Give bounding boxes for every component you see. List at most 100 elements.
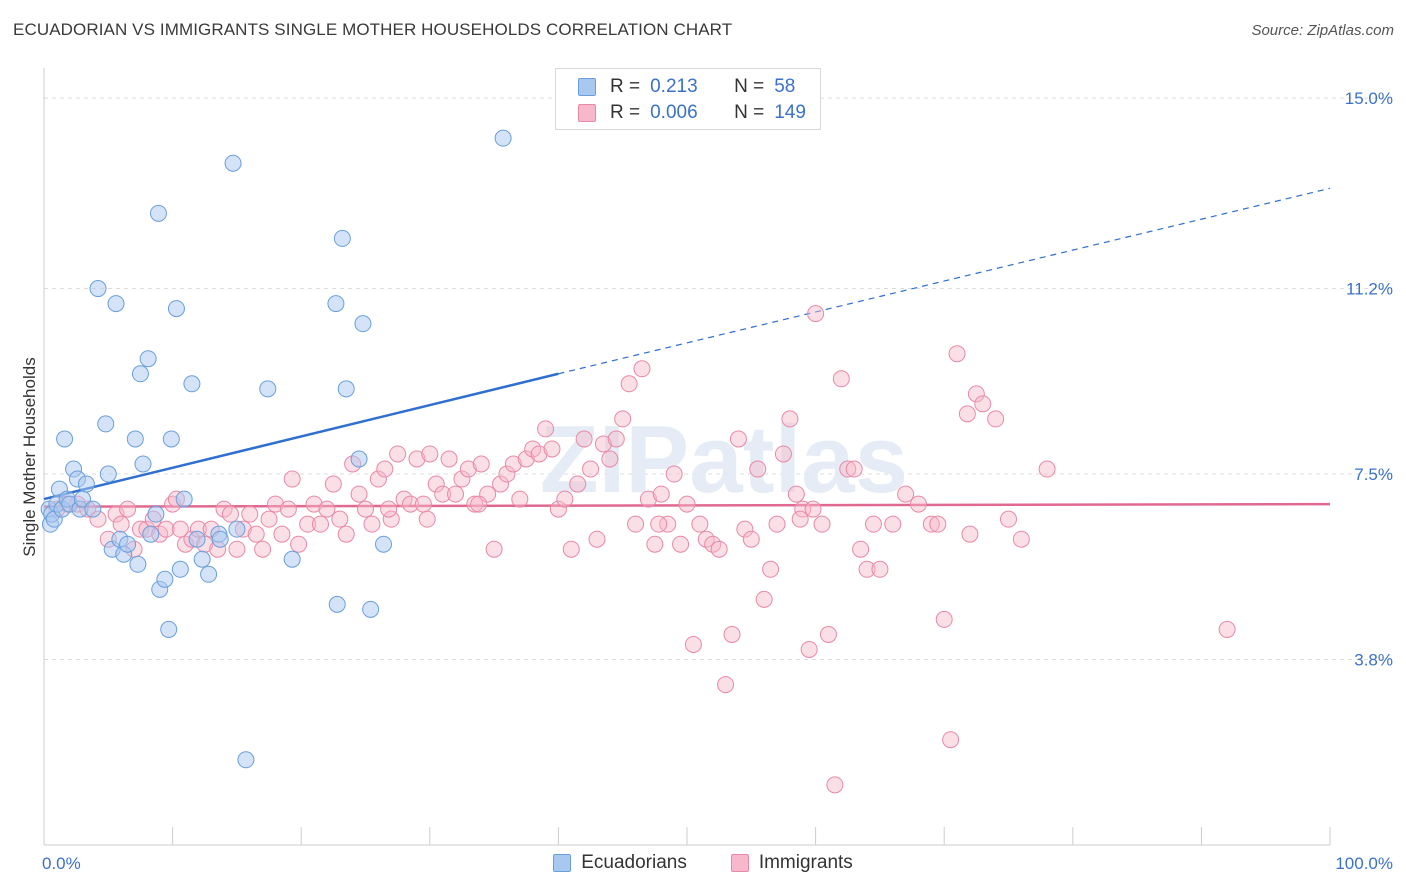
immigrants-point [832, 370, 850, 388]
immigrants-point [311, 515, 329, 533]
immigrants-point [929, 515, 947, 533]
ecuadorians-point [354, 315, 372, 333]
immigrants-point [742, 530, 760, 548]
r-value-immigrants: 0.006 [650, 102, 698, 123]
immigrants-point [639, 490, 657, 508]
ecuadorians-point [160, 620, 178, 638]
immigrants-point [1218, 620, 1236, 638]
legend-item-immigrants[interactable]: Immigrants [730, 852, 853, 874]
immigrants-point [575, 430, 593, 448]
immigrants-point [283, 470, 301, 488]
immigrants-point [762, 560, 780, 578]
immigrants-point [530, 445, 548, 463]
immigrants-point [710, 540, 728, 558]
immigrants-point [839, 460, 857, 478]
legend-item-ecuadorians[interactable]: Ecuadorians [553, 852, 687, 874]
ecuadorians-point [156, 570, 174, 588]
immigrants-point [440, 450, 458, 468]
immigrants-point [807, 305, 825, 323]
immigrants-point [665, 465, 683, 483]
immigrants-point [633, 360, 651, 378]
immigrants-point [691, 515, 709, 533]
immigrants-point [119, 500, 137, 518]
x-tick-label: 0.0% [42, 854, 81, 873]
ecuadorians-trend-line [43, 372, 559, 501]
immigrants-point [273, 525, 291, 543]
ecuadorians-point [193, 550, 211, 568]
ecuadorians-point [171, 560, 189, 578]
immigrants-point [588, 530, 606, 548]
immigrants-point [266, 495, 284, 513]
immigrants-point [787, 485, 805, 503]
immigrants-point [472, 455, 490, 473]
immigrants-point [537, 420, 555, 438]
immigrants-point [389, 445, 407, 463]
immigrants-point [858, 560, 876, 578]
immigrants-legend-swatch [730, 854, 749, 872]
immigrants-point [324, 475, 342, 493]
immigrants-point [582, 460, 600, 478]
ecuadorians-point [175, 490, 193, 508]
immigrants-point [897, 485, 915, 503]
immigrants-point [864, 515, 882, 533]
immigrants-point [646, 535, 664, 553]
ecuadorians-point [97, 415, 115, 433]
immigrants-point [299, 515, 317, 533]
immigrants-point [774, 445, 792, 463]
ecuadorians-point [183, 375, 201, 393]
legend-row-immigrants: R = 0.006 N = 149 [578, 102, 806, 124]
immigrants-point [459, 460, 477, 478]
immigrants-point [845, 460, 863, 478]
axes [43, 68, 1331, 846]
ecuadorians-point [126, 430, 144, 448]
immigrants-point [569, 475, 587, 493]
ecuadorians-point [188, 530, 206, 548]
immigrants-point [241, 505, 259, 523]
n-label: N = [734, 102, 765, 123]
ecuadorians-point [162, 430, 180, 448]
ecuadorians-point [84, 500, 102, 518]
watermark: ZIPatlas [540, 406, 908, 513]
immigrants-point [652, 485, 670, 503]
immigrants-point [781, 410, 799, 428]
immigrants-point [350, 485, 368, 503]
immigrants-point [543, 440, 561, 458]
immigrants-point [942, 731, 960, 749]
immigrants-point [729, 430, 747, 448]
immigrants-point [620, 375, 638, 393]
immigrants-point [112, 515, 130, 533]
immigrants-point [305, 495, 323, 513]
immigrants-point [562, 540, 580, 558]
n-label: N = [734, 76, 765, 97]
ecuadorians-swatch [578, 78, 596, 96]
immigrants-point [987, 410, 1005, 428]
y-tick-label: 7.5% [1354, 465, 1393, 484]
ecuadorians-point [224, 154, 242, 172]
ecuadorians-point [134, 455, 152, 473]
immigrants-point [485, 540, 503, 558]
immigrants-point [627, 515, 645, 533]
ecuadorians-point [149, 204, 167, 222]
immigrants-point [363, 515, 381, 533]
immigrants-point [470, 495, 488, 513]
source-label: Source: ZipAtlas.com [1251, 22, 1394, 39]
tick-labels: 3.8% 7.5% 11.2% 15.0% 0.0% 100.0% [42, 89, 1393, 873]
ecuadorians-point [333, 229, 351, 247]
immigrants-point [260, 510, 278, 528]
immigrants-point [504, 455, 522, 473]
immigrants-point [791, 510, 809, 528]
ecuadorians-trend-extension [558, 187, 1331, 375]
ecuadorians-point [200, 565, 218, 583]
immigrants-point [650, 515, 668, 533]
immigrants-point [408, 450, 426, 468]
immigrants-point [418, 510, 436, 528]
immigrants-point [331, 510, 349, 528]
ecuadorians-point [119, 535, 137, 553]
immigrants-trend-line [43, 502, 1331, 508]
immigrants-point [517, 450, 535, 468]
y-tick-label: 11.2% [1346, 280, 1393, 299]
ecuadorians-point [350, 450, 368, 468]
immigrants-point [717, 676, 735, 694]
immigrants-point [948, 345, 966, 363]
